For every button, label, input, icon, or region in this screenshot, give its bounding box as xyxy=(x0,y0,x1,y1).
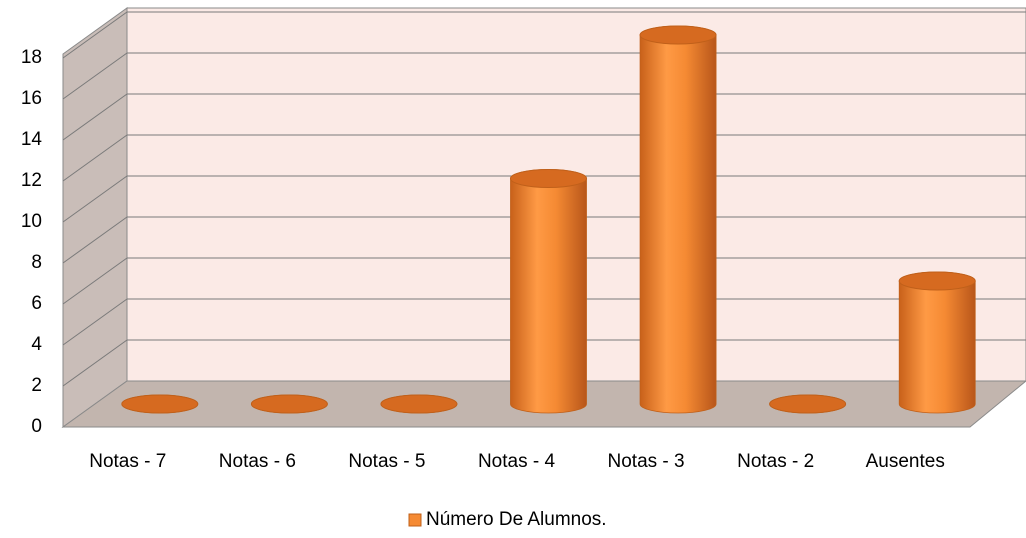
y-tick-label: 14 xyxy=(21,129,43,150)
x-tick-label: Notas - 6 xyxy=(219,451,296,472)
legend-label: Número De Alumnos. xyxy=(426,509,607,530)
y-tick-label: 8 xyxy=(31,252,42,273)
grid-line xyxy=(62,339,128,387)
bar-top xyxy=(510,169,587,188)
bar-top xyxy=(769,394,847,414)
bars xyxy=(121,25,976,414)
y-tick-label: 0 xyxy=(31,416,42,437)
y-tick-label: 2 xyxy=(31,375,42,396)
grid-line xyxy=(62,93,128,141)
bar xyxy=(639,25,717,414)
bar-top xyxy=(898,271,976,291)
y-tick-label: 4 xyxy=(31,334,42,355)
grid-line xyxy=(62,298,128,346)
x-tick-label: Ausentes xyxy=(866,451,945,472)
side-wall xyxy=(62,7,128,428)
legend-swatch xyxy=(408,513,422,527)
grid-line xyxy=(62,52,128,100)
grid-line xyxy=(62,134,128,182)
y-tick-label: 16 xyxy=(21,88,42,109)
y-tick-label: 18 xyxy=(21,47,42,68)
grid-line xyxy=(62,216,128,264)
bar-top xyxy=(250,394,328,414)
bar xyxy=(898,271,976,414)
bar xyxy=(510,169,587,414)
bar-top xyxy=(121,394,199,414)
x-tick-label: Notas - 3 xyxy=(608,451,685,472)
x-tick-label: Notas - 5 xyxy=(348,451,425,472)
x-tick-label: Notas - 7 xyxy=(89,451,166,472)
x-tick-label: Notas - 2 xyxy=(737,451,814,472)
grid-line xyxy=(62,11,128,59)
x-tick-label: Notas - 4 xyxy=(478,451,556,472)
bar-top xyxy=(380,394,458,414)
y-tick-label: 12 xyxy=(21,170,42,191)
y-tick-label: 6 xyxy=(31,293,42,314)
y-tick-label: 10 xyxy=(21,211,42,232)
grid-line xyxy=(62,257,128,305)
grid-line xyxy=(62,175,128,223)
bar-top xyxy=(639,25,717,45)
